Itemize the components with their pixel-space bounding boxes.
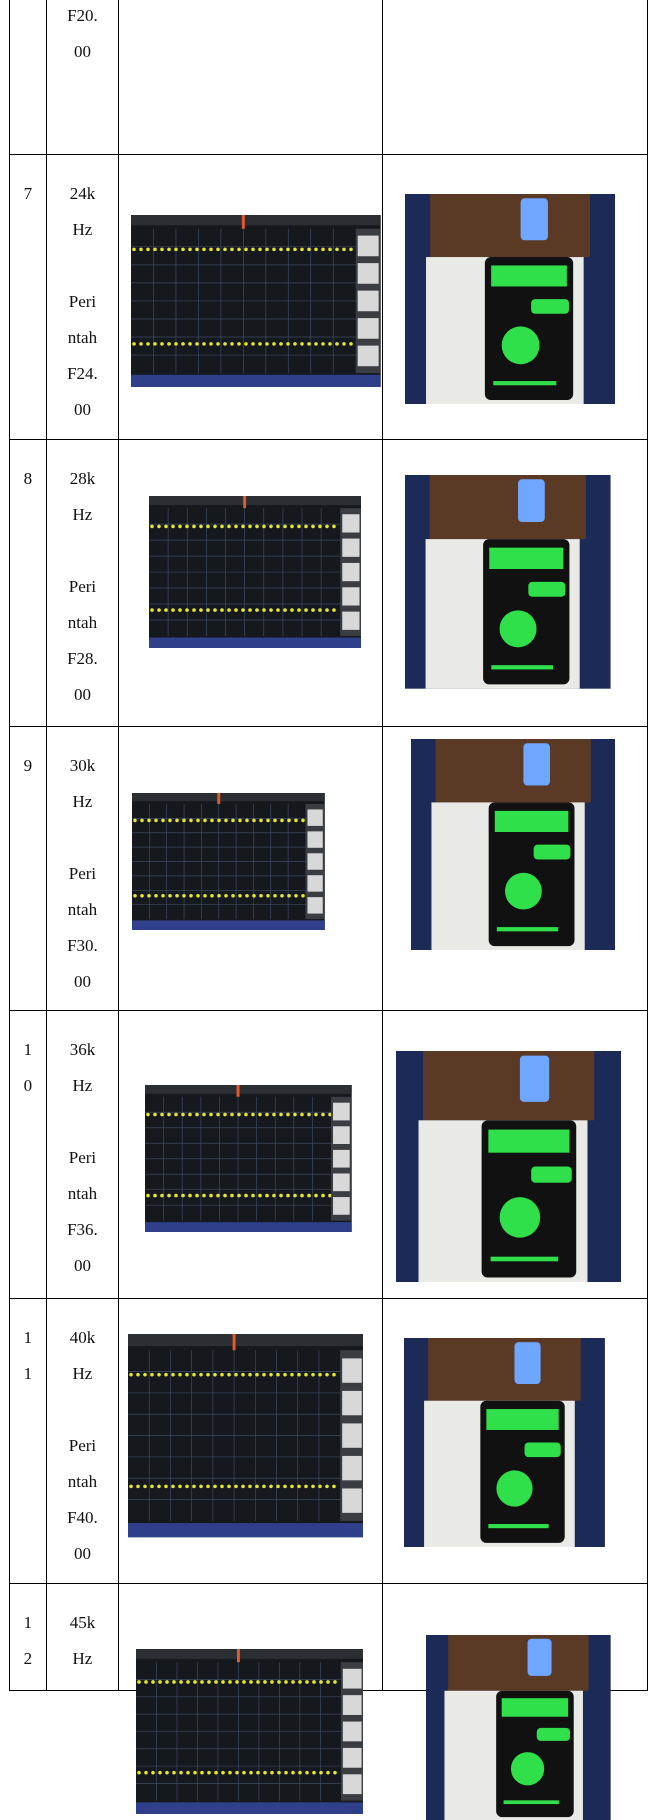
cell-text: 00 (46, 34, 118, 70)
cell-text: 1 (9, 1605, 46, 1641)
cell-text: 45k (46, 1605, 118, 1641)
table-border (9, 1298, 648, 1299)
cell-text: 8 (9, 461, 46, 497)
cell-text: 36k (46, 1032, 118, 1068)
cell-text: Hz (46, 497, 118, 533)
device-photo (404, 1338, 605, 1547)
cell-text: Peri (46, 284, 118, 320)
cell-text: Hz (46, 784, 118, 820)
cell-text: 1 (9, 1320, 46, 1356)
device-photo (396, 1051, 621, 1282)
device-photo (411, 739, 615, 950)
cell-text: 00 (46, 964, 118, 1000)
table-border (9, 0, 10, 1690)
cell-text: ntah (46, 1176, 118, 1212)
device-photo (405, 194, 615, 404)
cell-text: 00 (46, 1248, 118, 1284)
cell-text: F28. (46, 641, 118, 677)
cell-text: 40k (46, 1320, 118, 1356)
cell-text: F40. (46, 1500, 118, 1536)
cell-text: ntah (46, 320, 118, 356)
cell-text: ntah (46, 605, 118, 641)
table-border (9, 1010, 648, 1011)
oscilloscope-photo (128, 1334, 364, 1537)
oscilloscope-photo (131, 215, 381, 387)
cell-text: 00 (46, 392, 118, 428)
table-border (9, 439, 648, 440)
cell-text: 1 (9, 1032, 46, 1068)
oscilloscope-photo (145, 1085, 352, 1232)
cell-text: 9 (9, 748, 46, 784)
oscilloscope-photo (149, 496, 362, 648)
table-border (9, 726, 648, 727)
cell-text: Hz (46, 1641, 118, 1677)
cell-text: 7 (9, 176, 46, 212)
cell-text: Hz (46, 1068, 118, 1104)
cell-text: ntah (46, 1464, 118, 1500)
cell-text: 00 (46, 1536, 118, 1572)
cell-text: F36. (46, 1212, 118, 1248)
cell-text: F24. (46, 356, 118, 392)
oscilloscope-photo (132, 793, 325, 930)
cell-text: 00 (46, 677, 118, 713)
cell-text: Peri (46, 1428, 118, 1464)
device-photo (426, 1635, 611, 1820)
table-border (9, 1583, 648, 1584)
cell-text: Hz (46, 1356, 118, 1392)
cell-text: 24k (46, 176, 118, 212)
cell-text: F20. (46, 0, 118, 34)
cell-text: 1 (9, 1356, 46, 1392)
cell-text: Peri (46, 1140, 118, 1176)
device-photo (405, 475, 611, 689)
document-page: F20.00724kHzPerintahF24.00828kHzPerintah… (0, 0, 648, 1820)
table-border (9, 154, 648, 155)
cell-text: 28k (46, 461, 118, 497)
cell-text: ntah (46, 892, 118, 928)
cell-text: 2 (9, 1641, 46, 1677)
cell-text: Hz (46, 212, 118, 248)
table-border (382, 0, 383, 1690)
cell-text: Peri (46, 856, 118, 892)
table-border (118, 0, 119, 1690)
cell-text: 0 (9, 1068, 46, 1104)
cell-text: 30k (46, 748, 118, 784)
cell-text: Peri (46, 569, 118, 605)
oscilloscope-photo (136, 1649, 364, 1814)
table-border (46, 0, 47, 1690)
cell-text: F30. (46, 928, 118, 964)
